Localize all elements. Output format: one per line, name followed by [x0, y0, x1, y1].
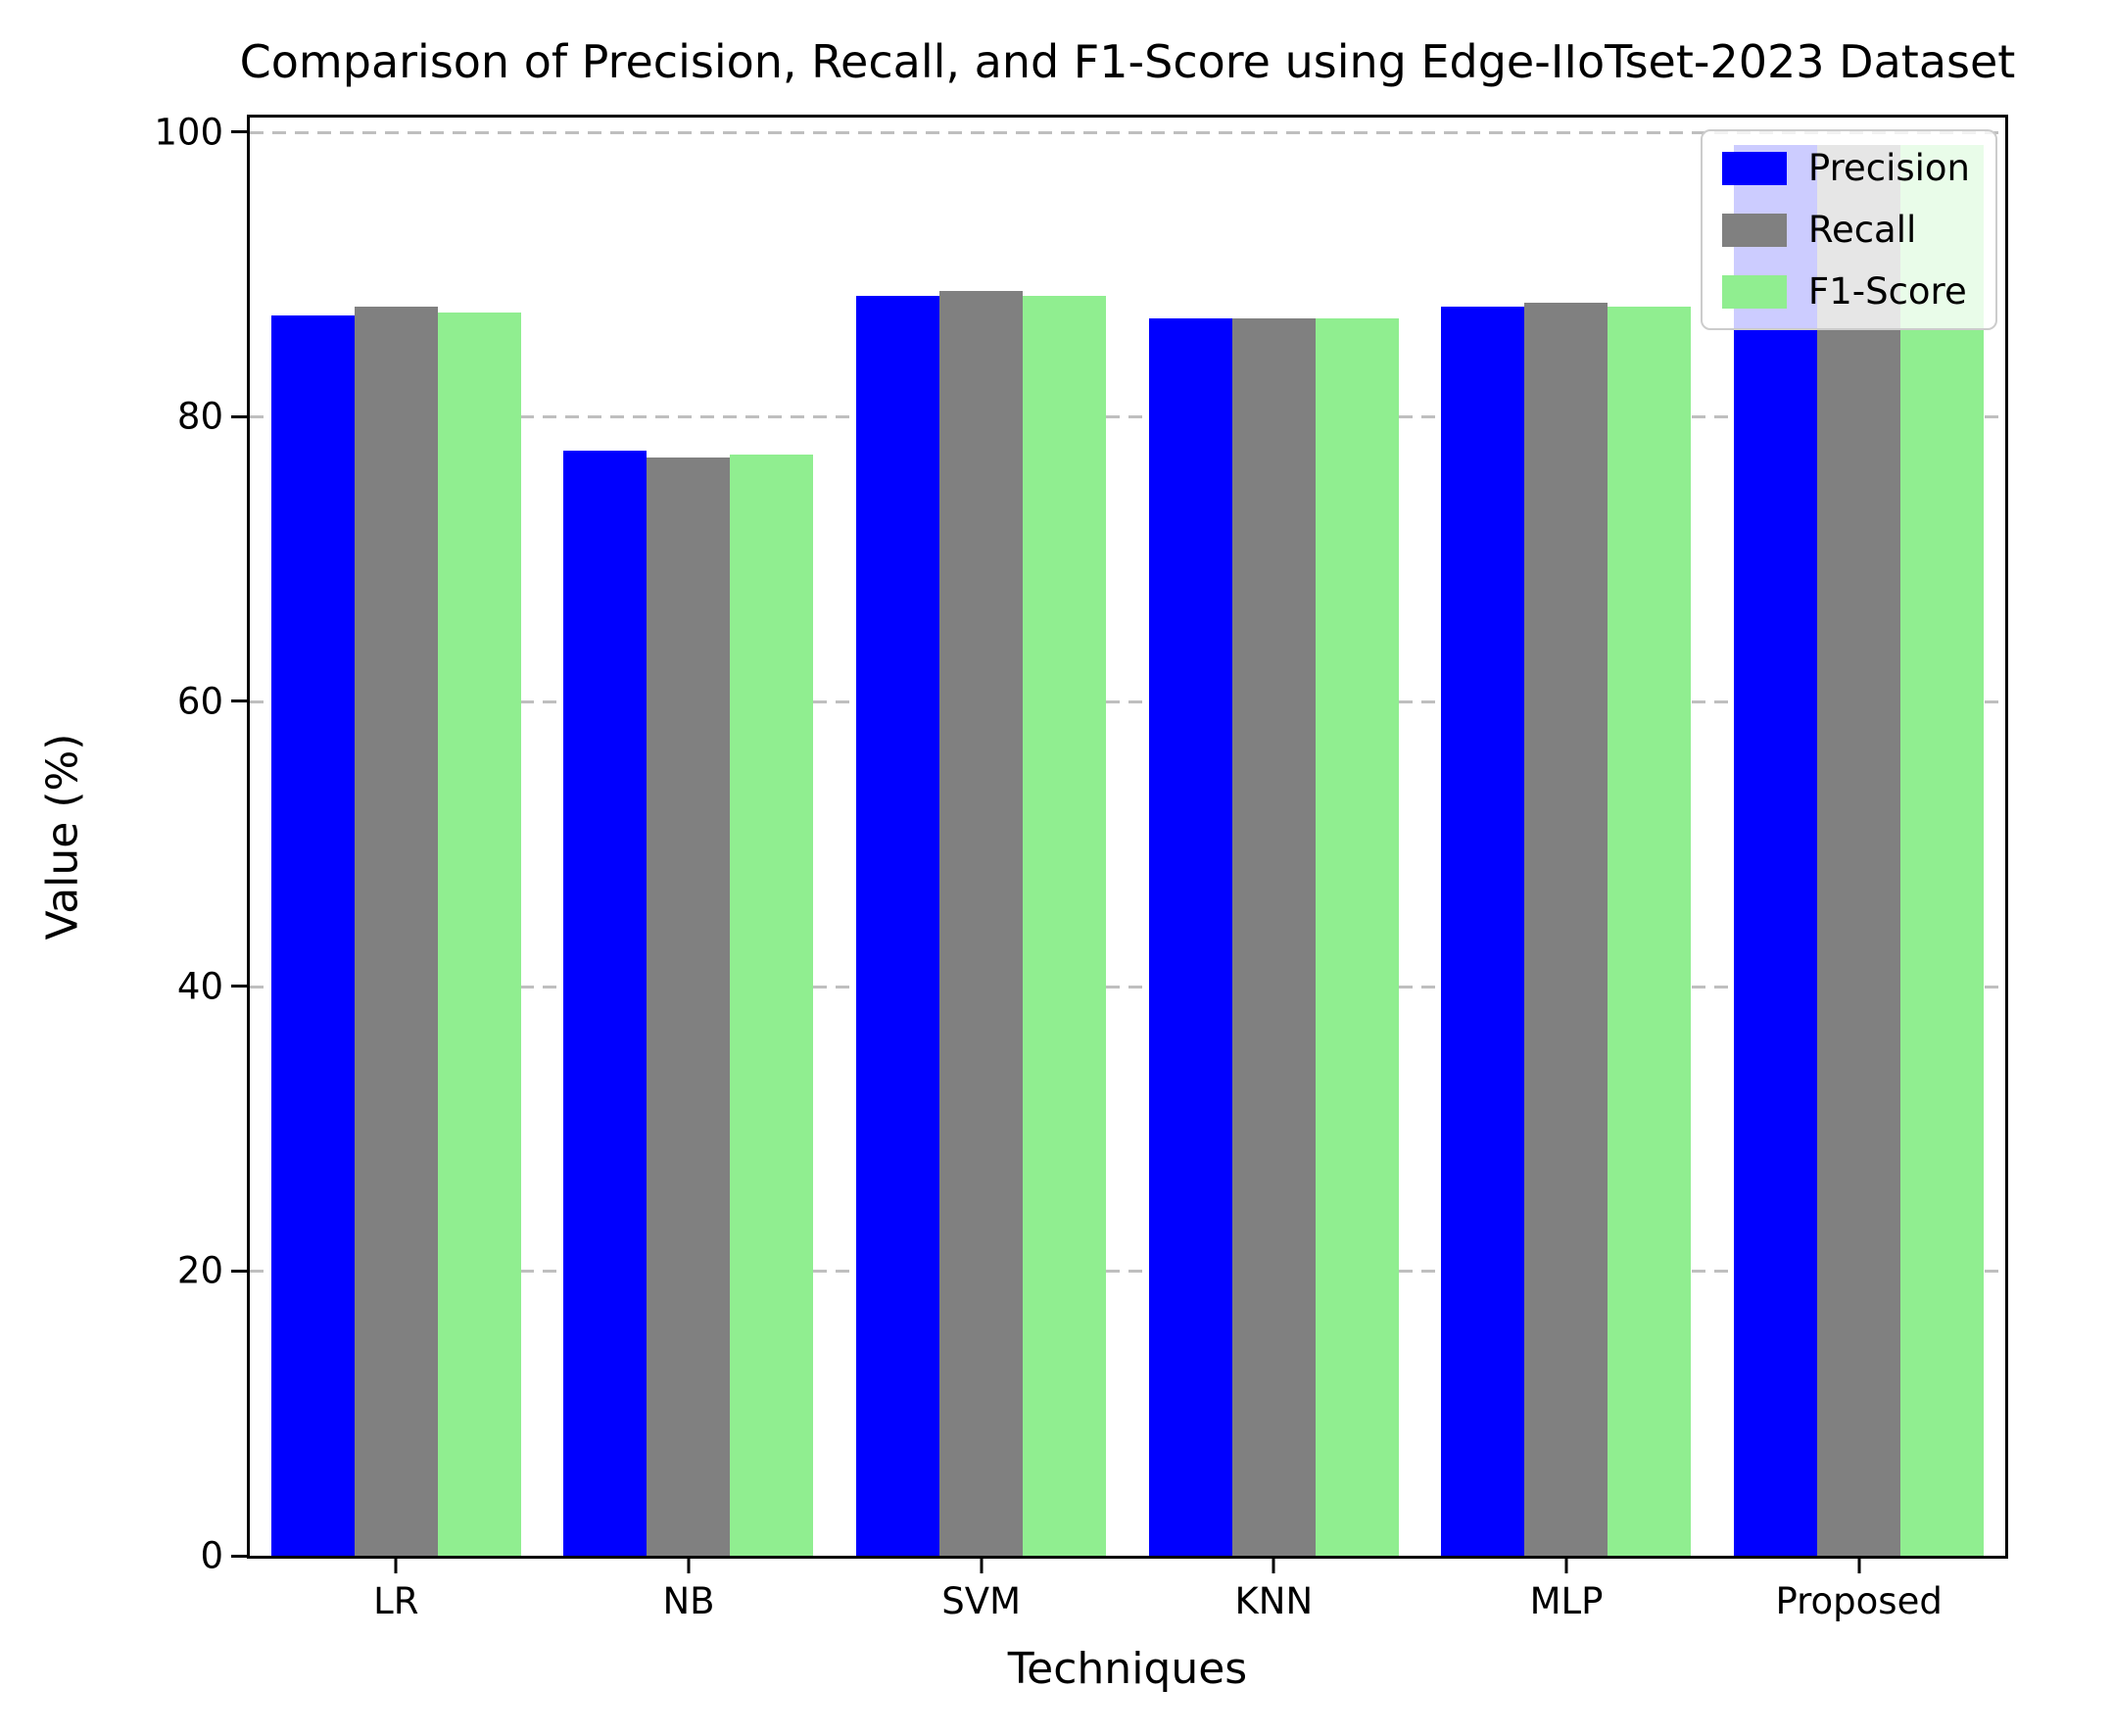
legend-item-recall: Recall: [1721, 209, 1970, 251]
legend-label: Recall: [1807, 209, 1917, 251]
legend-item-f1-score: F1-Score: [1721, 270, 1970, 313]
xtick-label-proposed: Proposed: [1775, 1580, 1943, 1622]
ytick-mark-60: [231, 699, 247, 703]
ytick-mark-20: [231, 1269, 247, 1273]
legend-label: F1-Score: [1807, 270, 1967, 313]
bar-lr-precision: [270, 315, 355, 1556]
ytick-mark-0: [231, 1554, 247, 1558]
ytick-mark-100: [231, 130, 247, 134]
ytick-label-20: 20: [176, 1249, 223, 1292]
xtick-mark-mlp: [1564, 1559, 1568, 1573]
bar-proposed-f1-score: [1900, 144, 1985, 1556]
ytick-label-60: 60: [176, 680, 223, 723]
gridline-40: [250, 985, 2005, 989]
legend-swatch-precision: [1721, 151, 1787, 185]
xtick-label-knn: KNN: [1234, 1580, 1314, 1622]
xtick-label-mlp: MLP: [1529, 1580, 1604, 1622]
legend-swatch-recall: [1721, 213, 1787, 247]
y-axis-label: Value (%): [37, 733, 88, 940]
gridline-80: [250, 415, 2005, 419]
bar-mlp-precision: [1441, 307, 1525, 1556]
xtick-mark-svm: [980, 1559, 984, 1573]
bar-group-mlp: [1420, 118, 1713, 1556]
gridline-20: [250, 1270, 2005, 1274]
bar-nb-precision: [563, 451, 648, 1556]
chart-title: Comparison of Precision, Recall, and F1-…: [239, 35, 2016, 88]
xtick-label-svm: SVM: [941, 1580, 1022, 1622]
legend-item-precision: Precision: [1721, 147, 1970, 189]
bar-proposed-recall: [1817, 144, 1901, 1556]
bar-proposed-precision: [1734, 144, 1818, 1556]
bar-mlp-f1-score: [1608, 307, 1692, 1556]
xtick-label-lr: LR: [373, 1580, 419, 1622]
bar-knn-f1-score: [1315, 317, 1399, 1556]
legend-label: Precision: [1807, 147, 1970, 189]
bar-knn-precision: [1148, 317, 1232, 1556]
bar-lr-f1-score: [437, 313, 521, 1556]
plot-area: Precision Recall F1-Score: [247, 115, 2008, 1559]
xtick-mark-lr: [394, 1559, 398, 1573]
bar-group-svm: [835, 118, 1128, 1556]
ytick-mark-40: [231, 985, 247, 989]
ytick-mark-80: [231, 414, 247, 418]
bar-nb-f1-score: [730, 455, 814, 1556]
legend-swatch-f1-score: [1721, 274, 1787, 309]
xtick-mark-nb: [687, 1559, 691, 1573]
bar-group-nb: [543, 118, 836, 1556]
ytick-label-0: 0: [200, 1534, 223, 1577]
gridline-60: [250, 699, 2005, 703]
legend: Precision Recall F1-Score: [1700, 129, 1997, 330]
bar-group-lr: [250, 118, 543, 1556]
bar-group-knn: [1128, 118, 1420, 1556]
bar-svm-recall: [939, 291, 1024, 1556]
ytick-label-80: 80: [176, 395, 223, 438]
xtick-mark-knn: [1272, 1559, 1275, 1573]
bar-nb-recall: [647, 458, 731, 1556]
ytick-label-100: 100: [154, 111, 223, 154]
xtick-mark-proposed: [1857, 1559, 1861, 1573]
ytick-label-40: 40: [176, 965, 223, 1008]
gridline-100: [250, 130, 2005, 134]
bar-svm-precision: [856, 295, 940, 1556]
bar-lr-recall: [354, 307, 438, 1556]
bar-mlp-recall: [1524, 302, 1608, 1556]
bar-group-proposed: [1712, 118, 2005, 1556]
x-axis-label: Techniques: [1007, 1644, 1248, 1694]
bar-svm-f1-score: [1023, 295, 1107, 1556]
bar-knn-recall: [1231, 317, 1316, 1556]
xtick-label-nb: NB: [662, 1580, 715, 1622]
